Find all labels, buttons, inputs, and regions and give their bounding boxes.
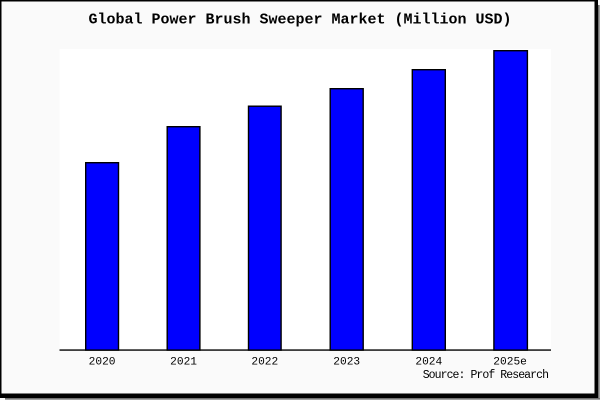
svg-text:Source: Prof Research: Source: Prof Research xyxy=(423,369,549,382)
svg-text:Global Power Brush Sweeper Mar: Global Power Brush Sweeper Market (Milli… xyxy=(88,12,511,29)
svg-text:2024: 2024 xyxy=(415,356,442,368)
svg-text:2021: 2021 xyxy=(170,356,197,368)
svg-text:2023: 2023 xyxy=(333,356,360,368)
svg-text:2020: 2020 xyxy=(89,356,116,368)
svg-text:2022: 2022 xyxy=(251,356,278,368)
svg-text:2025e: 2025e xyxy=(493,356,527,368)
